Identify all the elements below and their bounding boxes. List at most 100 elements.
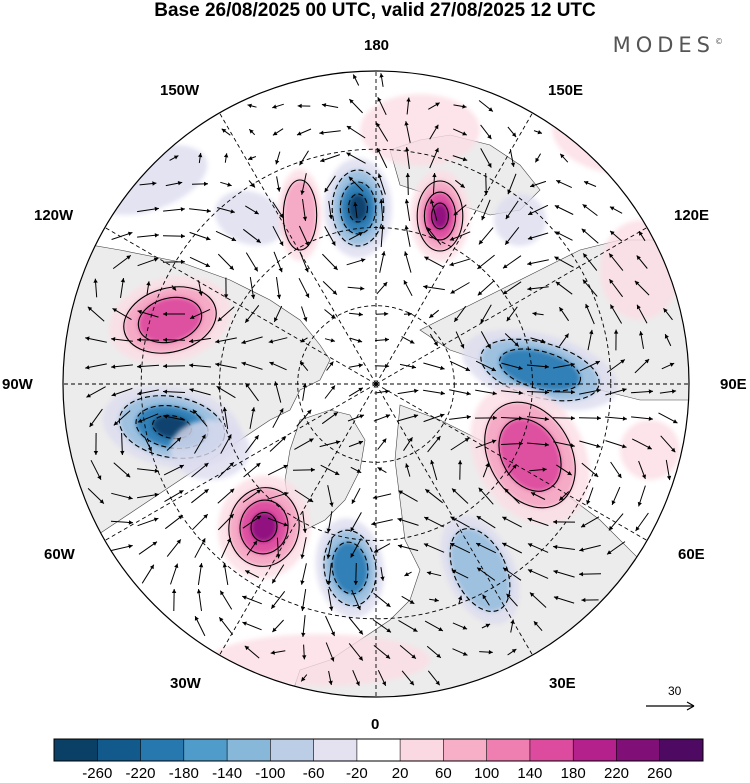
wind-arrow [398,619,418,633]
wind-arrow [166,437,182,451]
wind-arrow [111,337,133,342]
wind-arrow [299,360,309,372]
wind-arrow [530,337,546,344]
wind-arrow [581,228,599,244]
wind-arrow [85,363,107,370]
wind-arrow [188,363,212,368]
wind-arrow [404,571,412,577]
wind-arrow [556,464,572,476]
wind-arrow [534,153,542,163]
wind-arrow [189,231,211,241]
wind-arrow [217,513,235,531]
wind-arrow [374,337,390,342]
wind-arrow [430,199,438,221]
wind-arrow [164,514,184,530]
wind-arrow [348,440,364,448]
wind-arrow [430,459,438,481]
wind-arrow [428,309,440,319]
lon-label-120e: 120E [674,207,710,224]
wind-arrow [347,414,365,422]
wind-arrow [532,311,544,316]
wind-arrow [501,542,523,554]
wind-arrow [429,333,439,347]
wind-arrow [275,151,281,165]
wind-arrow [163,464,185,476]
wind-arrow [428,102,440,110]
wind-arrow [146,281,151,295]
wind-arrow [427,670,441,686]
wind-arrow [406,97,411,115]
wind-arrow [424,256,444,268]
wind-arrow [610,461,622,479]
wind-arrow [137,206,159,213]
wind-arrow [404,199,411,221]
wind-arrow [639,331,644,349]
wind-arrow [111,544,133,551]
wind-arrow [300,563,307,585]
colorbar-swatch [54,739,98,761]
wind-arrow [554,256,574,268]
wind-arrow [244,304,260,324]
wind-arrow [480,331,492,349]
wind-arrow [452,648,468,656]
wind-arrow [581,462,599,478]
wind-arrow [558,491,570,501]
wind-arrow [270,650,286,655]
wind-arrow [217,306,235,322]
wind-arrow [504,488,520,504]
lon-label-150e: 150E [548,82,584,99]
colorbar-swatch [183,739,228,761]
wind-arrow [218,616,234,636]
colorbar-tick-label: 140 [517,765,543,782]
wind-arrow [353,562,358,586]
wind-arrow [217,461,235,479]
wind-arrow [605,440,627,449]
wind-arrow [136,364,160,369]
wind-arrow [479,650,493,655]
wind-arrow [242,489,262,503]
colorbar-swatch [573,739,617,761]
wind-arrow [529,467,547,472]
wind-arrow [347,286,365,291]
colorbar-tick-label: 260 [647,765,673,782]
wind-arrow [244,570,260,578]
wind-arrow [661,362,675,370]
colorbar-swatch [486,739,531,761]
wind-arrow [324,309,336,319]
wind-arrow [249,407,256,429]
wind-arrow [426,571,442,577]
wind-arrow [578,415,602,421]
wind-arrow [376,281,388,295]
wind-arrow [348,176,364,192]
wind-arrow [660,435,676,453]
wind-arrow [298,225,310,247]
wind-arrow [137,309,159,318]
wind-arrow [637,485,646,507]
wind-arrow [292,467,316,472]
wind-arrow [555,281,573,295]
wind-arrow [449,231,471,241]
wind-arrow [450,516,470,528]
wind-arrow [273,251,283,273]
wind-arrow [553,596,575,604]
wind-arrow [349,98,363,114]
colorbar-swatch [313,739,358,761]
wind-arrow [450,282,470,294]
wind-arrow [346,152,366,164]
wind-arrow [163,414,185,421]
wind-arrow [451,488,469,504]
wind-arrow [300,589,307,611]
wind-arrow [423,389,445,396]
wind-arrow [196,589,202,611]
wind-arrow [198,152,203,164]
wind-arrow [457,460,463,480]
wind-arrow [634,358,650,374]
wind-arrow [583,181,597,187]
wind-arrow [454,179,466,189]
wind-arrow [111,492,133,500]
wind-arrow [579,440,601,448]
wind-arrow [476,567,496,581]
colorbar-tick-label: -220 [125,765,156,782]
wind-arrow [449,389,471,396]
colorbar-swatch [659,739,704,761]
